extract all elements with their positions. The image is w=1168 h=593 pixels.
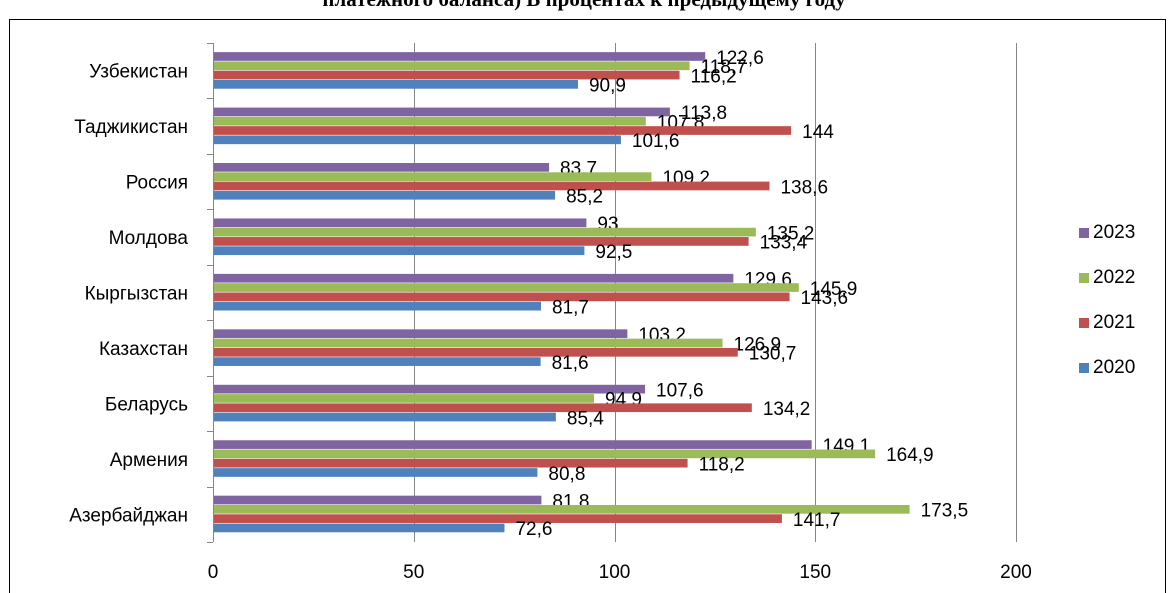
x-tick-label: 150 <box>799 562 831 583</box>
bar-2021 <box>214 70 680 80</box>
category-label: Таджикистан <box>74 117 188 138</box>
category-label: Молдова <box>109 228 189 249</box>
legend-label-2022: 2022 <box>1093 267 1135 288</box>
chart-border <box>9 19 1166 593</box>
data-label-2021: 133,4 <box>760 233 808 254</box>
data-label-2022: 164,9 <box>886 445 934 466</box>
category-label: Кыргызстан <box>85 284 188 305</box>
x-tick-label: 50 <box>403 562 424 583</box>
data-label-2022: 135,2 <box>767 223 815 244</box>
bar-2021 <box>214 514 782 523</box>
bar-2021 <box>214 181 770 191</box>
data-label-2020: 85,2 <box>566 187 603 208</box>
bar-2022 <box>214 227 756 237</box>
bar-2020 <box>214 135 621 145</box>
data-label-2023: 122,6 <box>716 48 764 69</box>
category-label: Беларусь <box>105 394 188 415</box>
data-label-2021: 138,6 <box>780 177 828 198</box>
legend-label-2023: 2023 <box>1093 222 1135 243</box>
bar-2023 <box>214 218 587 228</box>
data-label-2022: 145,9 <box>810 279 858 300</box>
bar-2022 <box>214 116 646 126</box>
legend-swatch-2020 <box>1079 363 1089 373</box>
bar-2021 <box>214 237 749 246</box>
category-label: Узбекистан <box>89 62 188 83</box>
x-tick-label: 0 <box>208 562 219 583</box>
data-label-2020: 101,6 <box>632 131 680 152</box>
data-label-2021: 130,7 <box>749 344 797 365</box>
x-tick-label: 200 <box>1000 562 1032 583</box>
bar-2023 <box>214 329 628 339</box>
bar-2022 <box>214 172 652 182</box>
bar-2023 <box>214 440 812 449</box>
data-label-2022: 118,7 <box>701 57 747 78</box>
bar-2020 <box>214 301 542 311</box>
data-label-2023: 107,6 <box>656 380 704 401</box>
bar-2023 <box>214 52 706 61</box>
bar-2020 <box>214 412 556 422</box>
bar-2021 <box>214 458 688 468</box>
category-label: Азербайджан <box>69 505 188 526</box>
data-label-2021: 134,2 <box>763 399 811 420</box>
data-label-2023: 113,8 <box>681 103 727 124</box>
bar-2022 <box>214 504 910 514</box>
data-label-2021: 143,6 <box>801 288 849 309</box>
bar-2021 <box>214 292 790 302</box>
legend-swatch-2021 <box>1079 318 1089 328</box>
bar-2021 <box>214 126 792 135</box>
data-label-2020: 81,6 <box>552 353 589 374</box>
bar-2020 <box>214 468 538 477</box>
bar-2023 <box>214 273 734 283</box>
data-label-2021: 144 <box>802 122 834 143</box>
bar-2020 <box>214 523 505 533</box>
bar-2023 <box>214 107 670 117</box>
category-label: Россия <box>126 173 188 194</box>
bar-2023 <box>214 495 542 505</box>
data-label-2020: 92,5 <box>595 242 632 263</box>
data-label-2020: 72,6 <box>515 519 552 540</box>
data-label-2021: 116,2 <box>691 66 737 87</box>
data-label-2020: 90,9 <box>589 76 626 97</box>
bar-2022 <box>214 338 723 348</box>
data-label-2020: 85,4 <box>567 408 604 429</box>
bar-2021 <box>214 403 752 413</box>
bar-2020 <box>214 190 556 200</box>
category-label: Казахстан <box>99 339 188 360</box>
legend-label-2021: 2021 <box>1093 312 1135 333</box>
bar-2022 <box>214 283 799 292</box>
bar-2021 <box>214 347 738 357</box>
legend-label-2020: 2020 <box>1093 357 1135 378</box>
data-label-2022: 126,9 <box>734 334 782 355</box>
data-label-2021: 118,2 <box>699 454 745 475</box>
bar-2023 <box>214 384 646 394</box>
data-label-2020: 81,7 <box>552 297 589 318</box>
bar-2020 <box>214 246 585 256</box>
bar-2022 <box>214 394 595 403</box>
legend-swatch-2023 <box>1079 228 1089 238</box>
legend-swatch-2022 <box>1079 273 1089 283</box>
category-label: Армения <box>110 450 188 471</box>
bar-2020 <box>214 80 578 89</box>
data-label-2020: 80,8 <box>548 464 585 485</box>
bar-2022 <box>214 449 876 459</box>
bar-2023 <box>214 163 550 172</box>
data-label-2022: 173,5 <box>921 501 969 522</box>
bar-2022 <box>214 61 690 71</box>
chart-title: платежного баланса) В процентах к предыд… <box>0 0 1168 12</box>
x-tick-label: 100 <box>599 562 631 583</box>
data-label-2021: 141,7 <box>793 510 841 531</box>
bar-2020 <box>214 357 541 366</box>
